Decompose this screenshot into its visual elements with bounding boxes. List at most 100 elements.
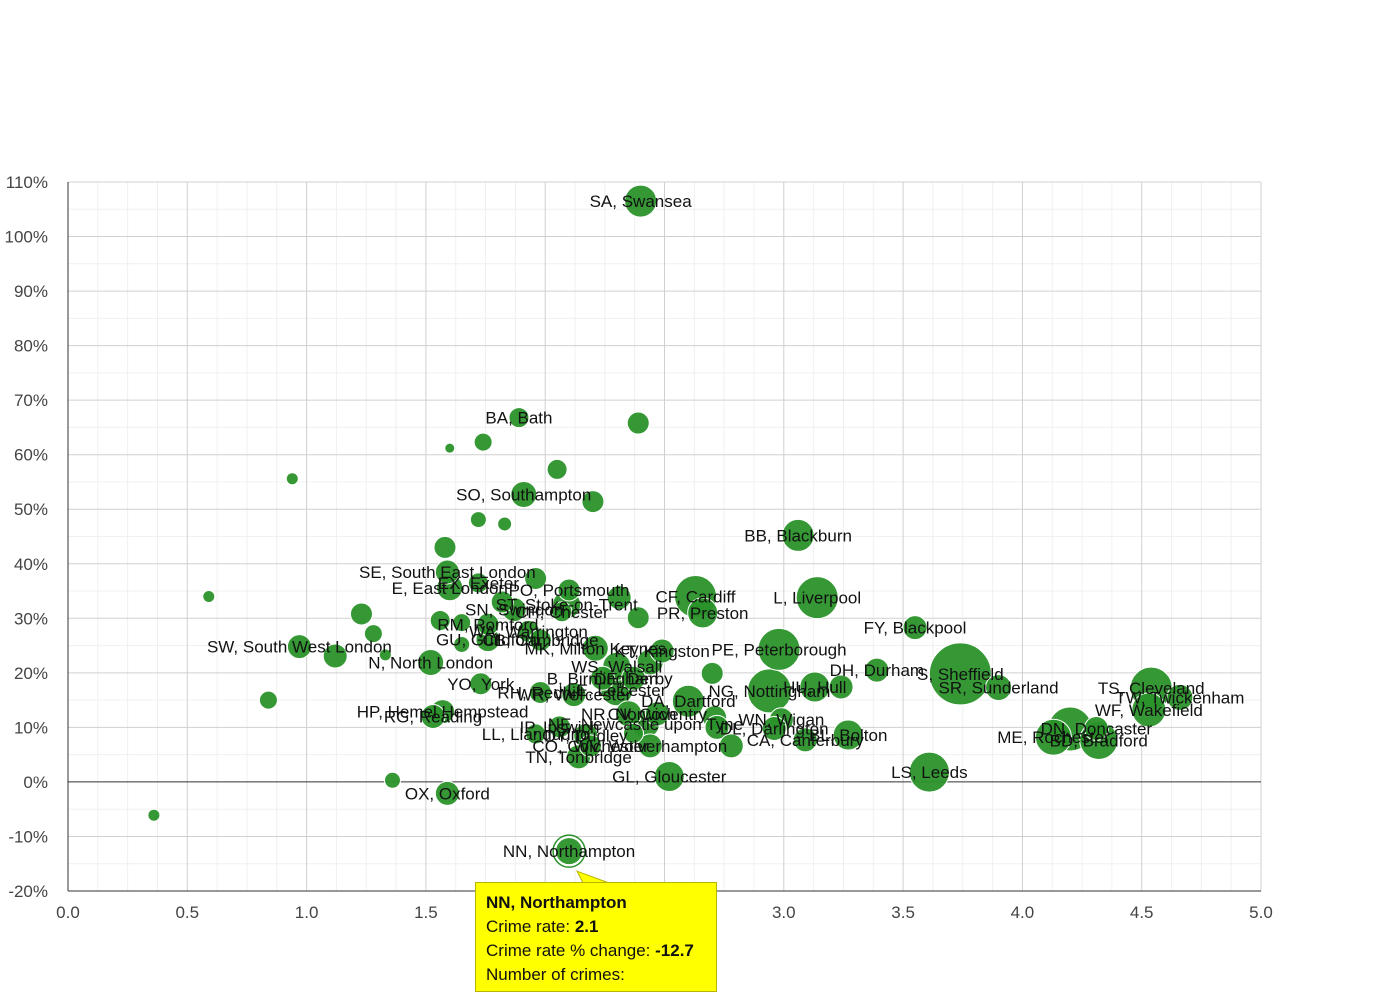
bubble xyxy=(490,590,514,614)
bubble xyxy=(1034,718,1072,756)
bubble-label: EX, Exeter xyxy=(438,574,520,593)
bubble xyxy=(453,635,471,653)
bubble-labels: SA, Swansea BA, Bath SO, Southampton BB, Bl… xyxy=(207,192,1244,861)
bubble-label: WV, Wolverhampton xyxy=(573,737,727,756)
bubble xyxy=(902,615,928,641)
y-tick-label: 0% xyxy=(23,773,48,792)
bubble-label: CF, Cardiff xyxy=(656,587,736,606)
x-tick-label: 0.5 xyxy=(175,903,199,922)
bubble xyxy=(349,602,373,626)
bubble-label: CO, Colchester xyxy=(532,737,649,756)
y-tick-label: 50% xyxy=(14,500,48,519)
bubble-label: YO, York xyxy=(447,675,515,694)
bubble-label: PR, Preston xyxy=(657,604,749,623)
bubble-label: BD, Bradford xyxy=(1050,731,1148,750)
bubble xyxy=(687,597,719,629)
tooltip-change-row: Crime rate % change: -12.7 xyxy=(486,939,706,963)
y-tick-label: 90% xyxy=(14,282,48,301)
bubble xyxy=(1131,692,1167,728)
bubble-label: BB, Blackburn xyxy=(744,526,852,545)
bubble xyxy=(644,701,670,727)
bubble xyxy=(626,606,650,630)
bubble-label: CV, Coventry xyxy=(608,705,708,724)
bubble-label: CA, Canterbury xyxy=(747,731,865,750)
y-tick-label: -20% xyxy=(8,882,48,901)
bubble xyxy=(908,751,950,793)
bubble-label: LL, Llandudno xyxy=(482,725,590,744)
bubble xyxy=(653,760,685,792)
bubble-label: RG, Reading xyxy=(384,707,482,726)
tooltip-rate-row: Crime rate: 2.1 xyxy=(486,915,706,939)
bubble xyxy=(581,634,609,662)
bubble xyxy=(546,458,568,480)
y-tick-label: 10% xyxy=(14,718,48,737)
bubble xyxy=(1083,715,1109,741)
bubble xyxy=(528,680,552,704)
highlighted-bubble-ring xyxy=(552,834,586,868)
x-tick-label: 5.0 xyxy=(1249,903,1273,922)
bubble-label: NG, Nottingham xyxy=(709,682,831,701)
major-gridlines xyxy=(67,181,1262,892)
bubble-label: TW, Twickenham xyxy=(1115,688,1244,707)
bubble-label: SE, South East London xyxy=(359,563,536,582)
bubble xyxy=(444,442,456,454)
bubble xyxy=(649,638,675,664)
bubble xyxy=(476,612,500,636)
bubble-label: DN, Doncaster xyxy=(1041,719,1153,738)
bubble-label: DE, Derby xyxy=(594,669,673,688)
bubble-label: HU, Hull xyxy=(783,678,846,697)
bubble xyxy=(434,559,460,585)
bubble xyxy=(761,715,787,741)
bubble xyxy=(467,572,489,594)
x-tick-label: 1.0 xyxy=(295,903,319,922)
bubble-label: CH, Chester xyxy=(515,603,609,622)
bubble-label: SW, South West London xyxy=(207,638,392,657)
bubble xyxy=(718,733,744,759)
bubble-label: SA, Swansea xyxy=(590,192,693,211)
bubble-label: TN, Tonbridge xyxy=(525,748,631,767)
bubble xyxy=(928,642,992,706)
bubble xyxy=(626,411,650,435)
bubble-label: GL, Gloucester xyxy=(612,767,727,786)
bubble xyxy=(757,627,801,671)
bubble xyxy=(589,665,615,691)
x-tick-label: 1.5 xyxy=(414,903,438,922)
y-tick-label: -10% xyxy=(8,827,48,846)
bubble xyxy=(781,518,815,552)
x-tick-label: 4.5 xyxy=(1130,903,1154,922)
bubble-label: HP, Hemel Hempstead xyxy=(357,703,529,722)
bubble xyxy=(420,703,446,729)
bubble xyxy=(704,714,730,740)
x-tick-label: 3.0 xyxy=(772,903,796,922)
bubble xyxy=(622,722,644,744)
bubble xyxy=(258,690,278,710)
bubble xyxy=(417,648,445,676)
bubble-label: WR, Worcester xyxy=(516,686,631,705)
bubble-label: BL, Bolton xyxy=(809,726,887,745)
bubble xyxy=(554,836,585,867)
bubble-label: E, East London xyxy=(392,579,508,598)
bubble-label: WN, Wigan xyxy=(738,711,824,730)
bubble xyxy=(469,511,487,529)
bubble xyxy=(285,472,299,486)
bubble-label: NE, Newcastle upon Tyne xyxy=(548,715,743,734)
y-tick-label: 20% xyxy=(14,664,48,683)
bubble-label: TS, Cleveland xyxy=(1098,679,1205,698)
tooltip-count-label: Number of crimes: xyxy=(486,965,625,984)
bubble xyxy=(378,648,392,662)
bubble-label: PE, Peterborough xyxy=(711,640,846,659)
bubble xyxy=(671,684,705,718)
y-tick-label: 80% xyxy=(14,337,48,356)
bubble-label: DL, Darlington xyxy=(720,719,829,738)
bubble-label: RH, Redhill xyxy=(497,683,583,702)
y-tick-label: 60% xyxy=(14,446,48,465)
bubble xyxy=(433,535,457,559)
bubble xyxy=(383,771,401,789)
bubble xyxy=(322,643,348,669)
tooltip-change-label: Crime rate % change: xyxy=(486,941,651,960)
bubble xyxy=(832,719,864,751)
bubble xyxy=(548,715,572,739)
bubble-label: NN, Northampton xyxy=(503,842,635,861)
y-tick-label: 70% xyxy=(14,391,48,410)
bubbles xyxy=(147,184,1194,868)
